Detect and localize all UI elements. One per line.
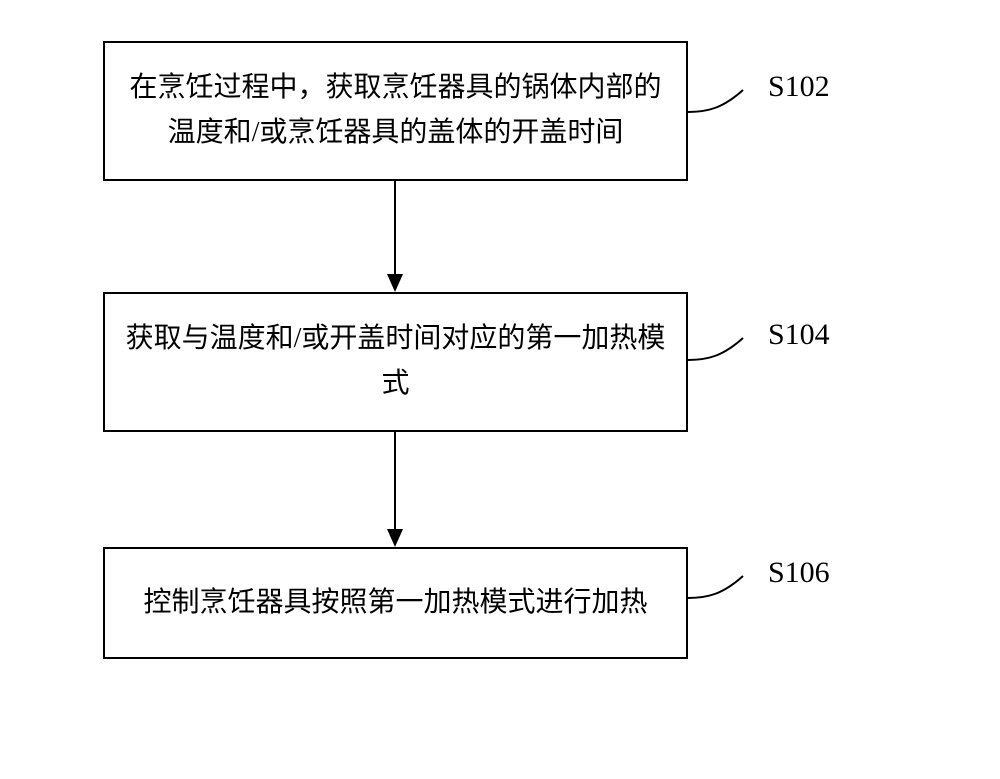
flowchart-canvas: 在烹饪过程中，获取烹饪器具的锅体内部的温度和/或烹饪器具的盖体的开盖时间 S10… bbox=[0, 0, 1000, 779]
step-text: 获取与温度和/或开盖时间对应的第一加热模式 bbox=[125, 317, 666, 407]
step-text: 控制烹饪器具按照第一加热模式进行加热 bbox=[143, 581, 647, 626]
arrow-2 bbox=[385, 432, 405, 548]
leader-s102 bbox=[688, 90, 768, 130]
step-box-s102: 在烹饪过程中，获取烹饪器具的锅体内部的温度和/或烹饪器具的盖体的开盖时间 bbox=[103, 41, 688, 181]
step-label-s104: S104 bbox=[768, 318, 830, 352]
step-text: 在烹饪过程中，获取烹饪器具的锅体内部的温度和/或烹饪器具的盖体的开盖时间 bbox=[125, 66, 666, 156]
leader-s104 bbox=[688, 338, 768, 378]
step-box-s106: 控制烹饪器具按照第一加热模式进行加热 bbox=[103, 547, 688, 659]
step-box-s104: 获取与温度和/或开盖时间对应的第一加热模式 bbox=[103, 292, 688, 432]
arrow-1 bbox=[385, 181, 405, 293]
leader-s106 bbox=[688, 576, 768, 616]
step-label-s102: S102 bbox=[768, 70, 830, 104]
step-label-s106: S106 bbox=[768, 556, 830, 590]
